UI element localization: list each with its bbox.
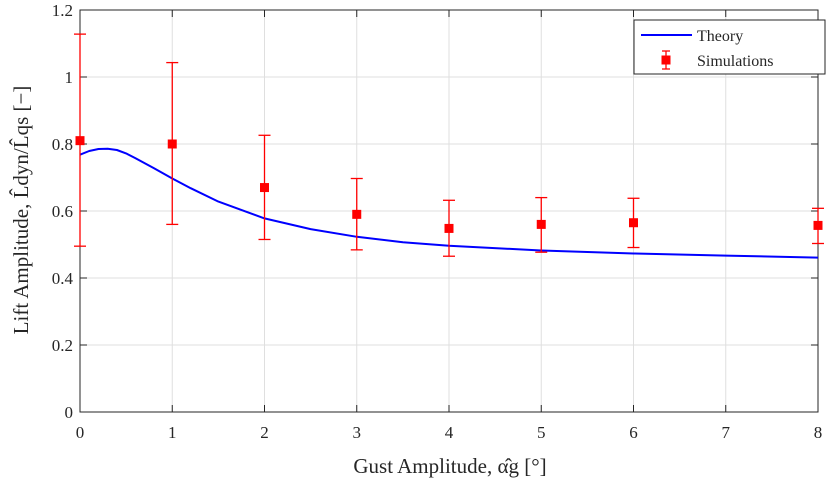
- legend-simulations-label: Simulations: [697, 53, 773, 70]
- axes: 0 1 2 3 4 5 6 7 8 0 0.2 0.4 0.6 0.8 1 1.2: [52, 1, 823, 442]
- x-axis-label: Gust Amplitude, α̂g [°]: [353, 454, 546, 478]
- simulation-marker: [813, 220, 823, 230]
- simulation-point: [812, 207, 824, 245]
- simulation-point: [166, 61, 179, 226]
- simulation-point: [74, 33, 86, 247]
- x-tick-label: 6: [629, 423, 638, 442]
- x-tick-label: 5: [537, 423, 546, 442]
- x-tick-label: 4: [445, 423, 454, 442]
- simulation-marker: [75, 136, 85, 146]
- x-tick-label: 7: [722, 423, 731, 442]
- simulation-marker: [536, 219, 546, 229]
- simulation-marker: [167, 139, 177, 149]
- simulation-point: [350, 177, 363, 251]
- simulation-marker: [260, 183, 269, 193]
- x-tick-label: 0: [76, 423, 85, 442]
- legend-theory-label: Theory: [697, 28, 743, 45]
- y-tick-label: 1: [65, 68, 74, 87]
- y-tick-label: 0.4: [52, 269, 74, 288]
- y-tick-label: 0: [65, 403, 74, 422]
- simulation-marker: [444, 223, 454, 233]
- y-tick-label: 0.8: [52, 135, 73, 154]
- legend-marker: [661, 55, 671, 65]
- x-tick-label: 3: [353, 423, 362, 442]
- theory-line: [79, 147, 819, 259]
- simulation-point: [258, 134, 271, 241]
- simulation-point: [627, 197, 640, 249]
- x-tick-label: 8: [814, 423, 823, 442]
- legend: Theory Simulations: [633, 19, 826, 75]
- simulation-marker: [629, 218, 638, 228]
- y-tick-label: 0.6: [52, 202, 73, 221]
- simulation-point: [443, 199, 455, 257]
- simulation-marker: [352, 209, 362, 219]
- simulation-point: [535, 196, 548, 253]
- data-series: [74, 33, 824, 259]
- x-tick-label: 1: [168, 423, 177, 442]
- y-tick-label: 1.2: [52, 1, 73, 20]
- legend-simulations-swatch: [661, 50, 671, 70]
- x-tick-label: 2: [260, 423, 269, 442]
- y-axis-label: Lift Amplitude, L̂dyn/L̂qs [−]: [9, 86, 33, 335]
- y-tick-label: 0.2: [52, 336, 73, 355]
